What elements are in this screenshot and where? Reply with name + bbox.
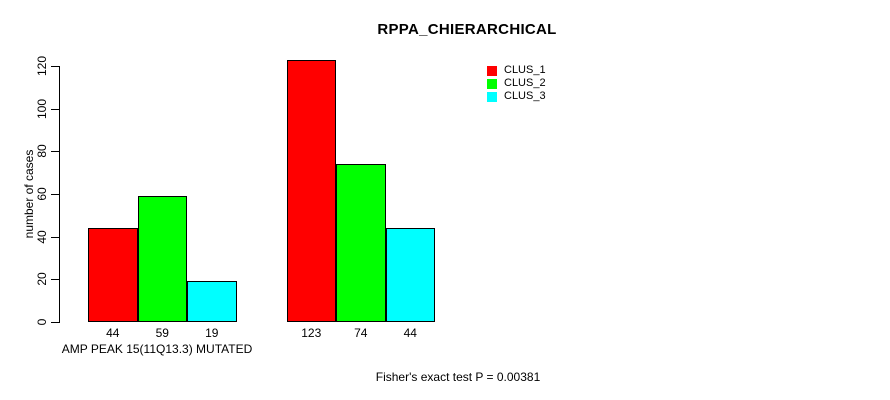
y-axis-tick [51, 66, 59, 67]
bar-value-label: 74 [354, 326, 368, 340]
fisher-test-annotation: Fisher's exact test P = 0.00381 [375, 370, 541, 384]
y-axis-line [59, 66, 60, 323]
y-axis-tick [51, 108, 59, 110]
bar-clus_2-group-2 [336, 164, 386, 322]
legend-item-clus-1: CLUS_1 [487, 64, 546, 77]
bar-value-label: 19 [205, 326, 219, 340]
legend-item-clus-3: CLUS_3 [487, 90, 546, 103]
legend-swatch-clus-2 [487, 78, 497, 89]
y-axis-tick-label: 80 [35, 144, 49, 159]
y-axis-tick-label: 40 [35, 229, 49, 244]
legend-label-clus-1: CLUS_1 [504, 64, 546, 76]
y-axis-tick-label: 120 [35, 55, 49, 77]
legend-item-clus-2: CLUS_2 [487, 77, 546, 90]
legend-label-clus-2: CLUS_2 [504, 77, 546, 89]
chart-legend: CLUS_1 CLUS_2 CLUS_3 [487, 64, 546, 103]
bar-value-label: 59 [155, 326, 169, 340]
bar-value-label: 44 [403, 326, 417, 340]
bar-value-label: 123 [301, 326, 322, 340]
y-axis-tick [51, 151, 59, 153]
bar-clus_1-group-2 [286, 59, 336, 322]
bar-clus_2-group-1 [137, 196, 187, 322]
y-axis-tick [51, 322, 59, 323]
y-axis-tick [51, 236, 59, 238]
y-axis-tick-label: 60 [35, 187, 49, 201]
y-axis-tick [51, 194, 59, 195]
y-axis-tick-label: 0 [35, 318, 49, 326]
y-axis-tick [51, 279, 59, 281]
legend-label-clus-3: CLUS_3 [504, 90, 546, 102]
legend-swatch-clus-1 [487, 65, 497, 76]
x-axis-label: AMP PEAK 15(11Q13.3) MUTATED [61, 342, 253, 356]
legend-swatch-clus-3 [487, 91, 497, 102]
bar-clus_3-group-1 [187, 281, 237, 322]
bar-clus_3-group-2 [385, 228, 435, 322]
y-axis-tick-label: 100 [35, 98, 49, 119]
bar-clus_1-group-1 [88, 228, 138, 322]
chart-title: RPPA_CHIERARCHICAL [377, 21, 557, 38]
y-axis-tick-label: 20 [35, 272, 49, 287]
bar-value-label: 44 [106, 326, 120, 340]
